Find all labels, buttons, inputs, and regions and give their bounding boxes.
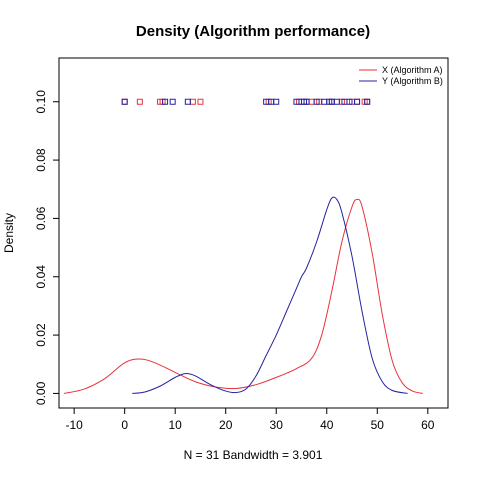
plot-frame bbox=[58, 57, 449, 409]
x-tick-label: 20 bbox=[219, 418, 233, 432]
legend: X (Algorithm A)Y (Algorithm B) bbox=[359, 65, 443, 86]
rug-marker-y bbox=[169, 98, 176, 105]
x-axis-label: N = 31 Bandwidth = 3.901 bbox=[184, 448, 323, 462]
x-tick-label: 0 bbox=[121, 418, 128, 432]
y-tick-label: 0.00 bbox=[34, 381, 48, 405]
x-tick-label: -10 bbox=[65, 418, 83, 432]
rug-marker-y bbox=[162, 98, 169, 105]
rug-marker-y bbox=[273, 98, 280, 105]
rug-marker-x bbox=[136, 98, 143, 105]
rug-marker-y bbox=[121, 98, 128, 105]
chart-title: Density (Algorithm performance) bbox=[136, 23, 370, 40]
rug-marker-y bbox=[303, 98, 310, 105]
rug-marker-x bbox=[197, 98, 204, 105]
rug-markers bbox=[121, 98, 371, 105]
x-tick-label: 60 bbox=[421, 418, 435, 432]
x-axis: -10 0 10 20 30 40 50 60 bbox=[65, 407, 435, 432]
rug-marker-y bbox=[346, 98, 353, 105]
rug-marker-x bbox=[308, 98, 315, 105]
y-tick-label: 0.02 bbox=[34, 323, 48, 347]
y-axis-label: Density bbox=[2, 213, 16, 253]
x-tick-label: 10 bbox=[169, 418, 183, 432]
y-tick-label: 0.04 bbox=[34, 265, 48, 289]
rug-marker-x bbox=[189, 98, 196, 105]
legend-label: Y (Algorithm B) bbox=[382, 76, 443, 86]
rug-marker-y bbox=[333, 98, 340, 105]
rug-marker-x bbox=[121, 98, 128, 105]
y-tick-label: 0.10 bbox=[34, 90, 48, 114]
y-tick-label: 0.06 bbox=[34, 206, 48, 230]
rug-marker-y bbox=[313, 98, 320, 105]
legend-label: X (Algorithm A) bbox=[382, 65, 443, 75]
y-axis: 0.00 0.02 0.04 0.06 0.08 0.10 bbox=[34, 90, 60, 405]
density-curves bbox=[63, 196, 423, 394]
rug-marker-y bbox=[184, 98, 191, 105]
density-curve-x bbox=[63, 198, 423, 394]
rug-marker-y bbox=[354, 98, 361, 105]
rug-marker-x bbox=[354, 98, 361, 105]
x-tick-label: 50 bbox=[371, 418, 385, 432]
rug-marker-y bbox=[364, 98, 371, 105]
x-tick-label: 40 bbox=[320, 418, 334, 432]
x-tick-label: 30 bbox=[270, 418, 284, 432]
rug-marker-y bbox=[321, 98, 328, 105]
density-curve-y bbox=[132, 196, 408, 394]
y-tick-label: 0.08 bbox=[34, 148, 48, 172]
